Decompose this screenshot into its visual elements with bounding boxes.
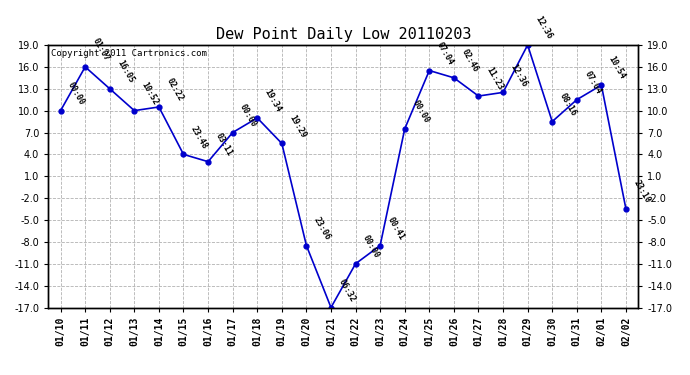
Text: Copyright 2011 Cartronics.com: Copyright 2011 Cartronics.com bbox=[51, 49, 207, 58]
Text: 00:00: 00:00 bbox=[411, 99, 431, 125]
Text: 00:00: 00:00 bbox=[361, 233, 382, 260]
Title: Dew Point Daily Low 20110203: Dew Point Daily Low 20110203 bbox=[215, 27, 471, 42]
Text: 23:10: 23:10 bbox=[631, 179, 652, 205]
Text: 07:04: 07:04 bbox=[582, 69, 602, 96]
Text: 00:41: 00:41 bbox=[386, 215, 406, 242]
Text: 19:29: 19:29 bbox=[287, 113, 308, 139]
Text: 12:36: 12:36 bbox=[533, 15, 553, 41]
Text: 10:52: 10:52 bbox=[140, 80, 160, 106]
Text: 07:04: 07:04 bbox=[435, 40, 455, 66]
Text: 01:07: 01:07 bbox=[90, 36, 111, 63]
Text: 00:00: 00:00 bbox=[238, 102, 259, 128]
Text: 06:32: 06:32 bbox=[337, 277, 357, 303]
Text: 03:11: 03:11 bbox=[214, 131, 234, 158]
Text: 23:48: 23:48 bbox=[189, 124, 209, 150]
Text: 02:46: 02:46 bbox=[460, 48, 480, 74]
Text: 16:05: 16:05 bbox=[115, 58, 136, 85]
Text: 12:36: 12:36 bbox=[509, 62, 529, 88]
Text: 23:06: 23:06 bbox=[312, 215, 333, 242]
Text: 19:34: 19:34 bbox=[263, 88, 283, 114]
Text: 00:00: 00:00 bbox=[66, 80, 86, 106]
Text: 02:22: 02:22 bbox=[164, 76, 185, 103]
Text: 08:16: 08:16 bbox=[558, 91, 578, 117]
Text: 10:54: 10:54 bbox=[607, 55, 627, 81]
Text: 11:23: 11:23 bbox=[484, 66, 504, 92]
